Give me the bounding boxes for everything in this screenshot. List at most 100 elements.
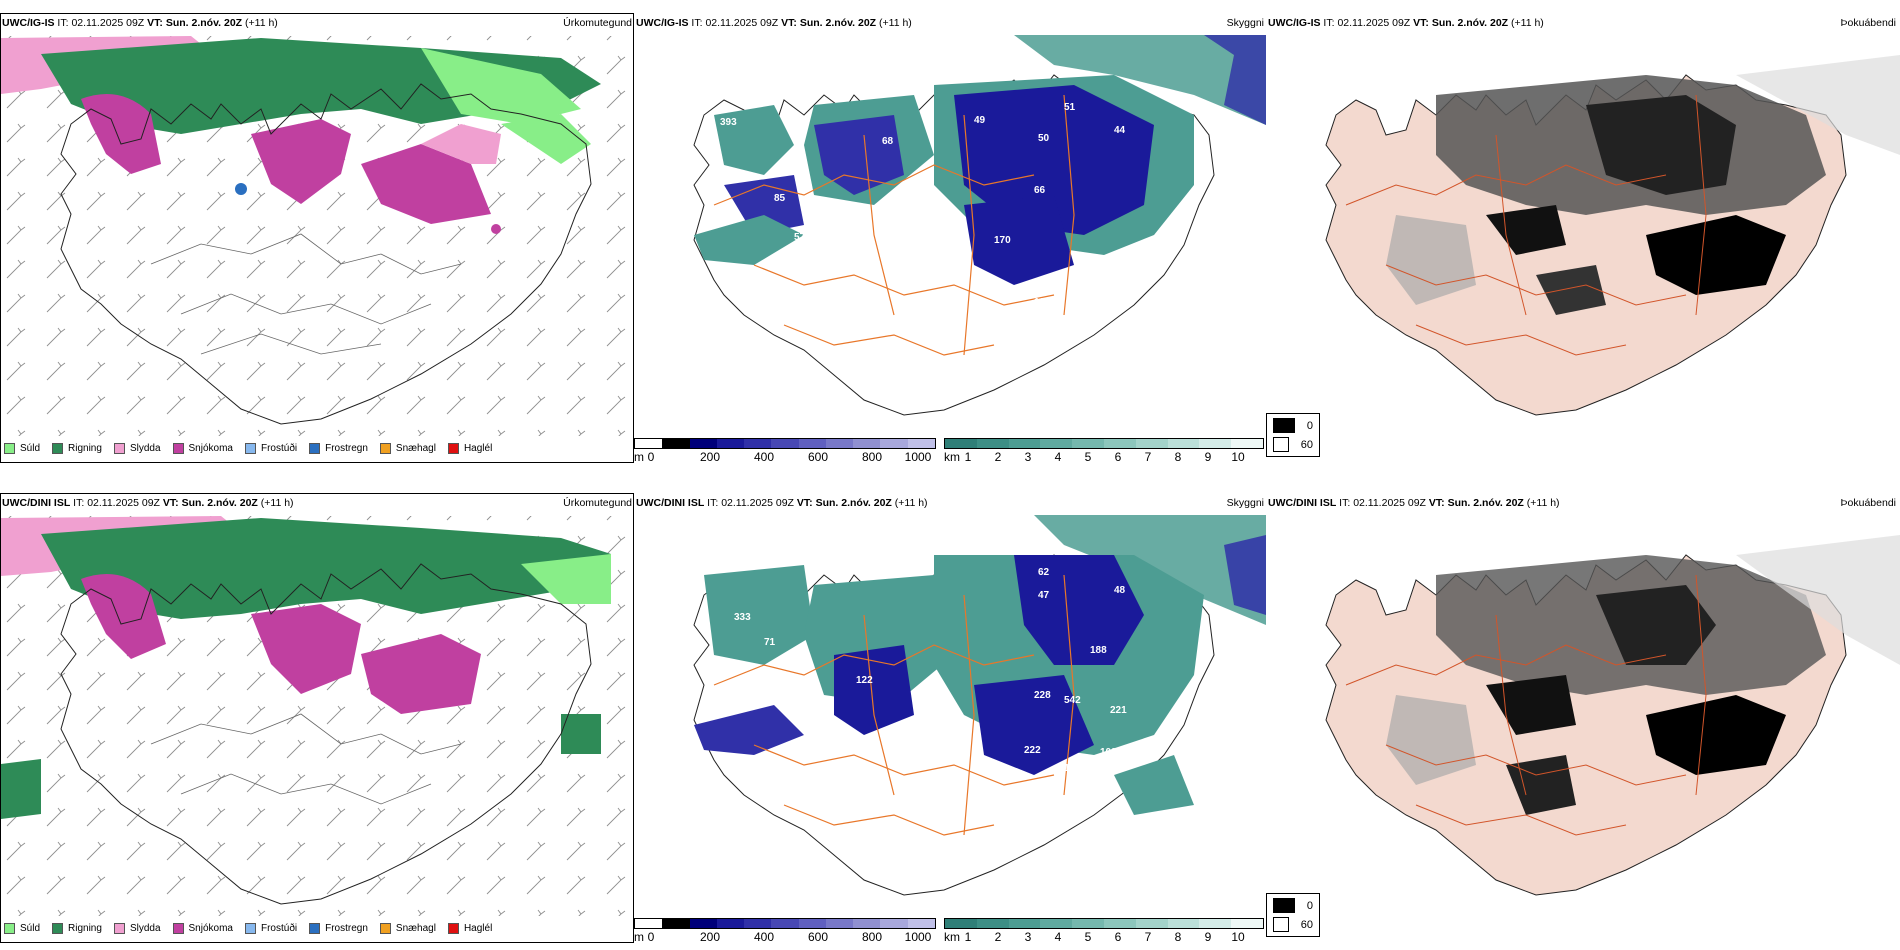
legend-swatch [4, 443, 15, 454]
precip-panel-bottom: UWC/DINI ISL IT: 02.11.2025 09Z VT: Sun.… [0, 493, 634, 943]
value-label: 44 [1114, 125, 1126, 136]
tick-label: 2 [994, 450, 1002, 464]
tick-label: 7 [1144, 930, 1152, 944]
tick-label: 2 [994, 930, 1002, 944]
value-label: 188 [1090, 645, 1107, 656]
legend-item: Haglél [447, 443, 492, 454]
cloud-panel-bottom: UWC/DINI ISL IT: 02.11.2025 09Z VT: Sun.… [634, 493, 1266, 944]
tick-label: 1000 [904, 930, 932, 944]
value-label: 393 [720, 117, 737, 128]
value-label: 85 [774, 193, 786, 204]
colorbar-scale [634, 918, 936, 929]
legend-item: Súld [4, 923, 40, 934]
tick-label: 3 [1024, 450, 1032, 464]
value-label: 204 [1230, 118, 1247, 129]
panel-title: UWC/IG-IS IT: 02.11.2025 09Z VT: Sun. 2.… [2, 17, 278, 29]
legend-item: Frostúði [244, 923, 297, 934]
legend-swatch [113, 923, 125, 934]
precip-map [0, 13, 634, 463]
value-label: 222 [1024, 745, 1041, 756]
panel-title: UWC/DINI ISL IT: 02.11.2025 09Z VT: Sun.… [2, 497, 294, 509]
legend-swatch [447, 923, 459, 934]
legend-item: Haglél [447, 923, 492, 934]
panel-type-label: Úrkomutegund [563, 497, 632, 509]
panel-type-label: Þokuábendi [1840, 17, 1896, 29]
colorbar-scale [944, 438, 1264, 449]
fog-legend-item: 0 [1273, 898, 1313, 913]
colorbar-unit: km [944, 450, 960, 464]
cloud-map: 230 333 71 54 122 62 47 48 188 228 542 2… [634, 515, 1266, 915]
tick-label: 1000 [904, 450, 932, 464]
tick-label: 4 [1054, 930, 1062, 944]
legend-swatch [4, 923, 15, 934]
legend-swatch [447, 443, 459, 454]
legend-swatch [379, 443, 391, 454]
tick-label: 6 [1114, 450, 1122, 464]
legend-item: Frostregn [309, 443, 368, 454]
cloud-panel-top: UWC/IG-IS IT: 02.11.2025 09Z VT: Sun. 2.… [634, 13, 1266, 464]
panel-type-label: Þokuábendi [1840, 497, 1896, 509]
tick-label: 1 [964, 930, 972, 944]
panel-type-label: Úrkomutegund [563, 17, 632, 29]
tick-label: 600 [807, 450, 829, 464]
legend-item: Snæhagl [379, 923, 436, 934]
tick-label: 400 [753, 450, 775, 464]
cloud-map: 208 393 74 85 68 57 49 51 50 44 66 170 1… [634, 35, 1266, 435]
precip-legend: Súld Rigning Slydda Snjókoma Frostúði Fr… [4, 923, 504, 934]
colorbar-unit: m [634, 930, 644, 944]
panel-type-label: Skyggni [1226, 17, 1264, 29]
height-colorbar: m 0 200 400 600 800 1000 [634, 918, 936, 944]
value-label: 54 [799, 695, 811, 706]
tick-label: 10 [1231, 450, 1245, 464]
legend-swatch [1273, 917, 1289, 932]
value-label: 109 [1100, 747, 1117, 758]
precip-map [0, 493, 634, 943]
value-label: 66 [1034, 185, 1046, 196]
legend-swatch [1273, 898, 1295, 913]
value-label: 62 [1038, 567, 1050, 578]
precip-panel-top: UWC/IG-IS IT: 02.11.2025 09Z VT: Sun. 2.… [0, 13, 634, 463]
value-label: 542 [1064, 695, 1081, 706]
tick-label: 200 [699, 450, 721, 464]
value-label: 122 [856, 675, 873, 686]
legend-swatch [244, 443, 256, 454]
fog-legend-item: 60 [1273, 917, 1313, 932]
map-value-labels: 208 393 74 85 68 57 49 51 50 44 66 170 1… [634, 35, 1266, 435]
legend-swatch [113, 443, 125, 454]
legend-swatch [52, 923, 64, 934]
legend-swatch [172, 443, 184, 454]
fog-map [1266, 515, 1900, 915]
tick-label: 600 [807, 930, 829, 944]
tick-label: 200 [699, 930, 721, 944]
legend-item: Rigning [52, 443, 102, 454]
visibility-colorbar: km 1 2 3 4 5 6 7 8 9 10 [944, 438, 1264, 464]
tick-label: 9 [1204, 930, 1212, 944]
legend-swatch [52, 443, 64, 454]
legend-swatch [309, 443, 321, 454]
colorbar-ticks: km 1 2 3 4 5 6 7 8 9 10 [944, 449, 1264, 464]
legend-item: Snjókoma [172, 923, 233, 934]
panel-title: UWC/IG-IS IT: 02.11.2025 09Z VT: Sun. 2.… [1268, 17, 1544, 29]
value-label: 71 [764, 637, 776, 648]
value-label: 68 [882, 136, 894, 147]
fog-panel-bottom: UWC/DINI ISL IT: 02.11.2025 09Z VT: Sun.… [1266, 493, 1900, 943]
value-label: 50 [1038, 133, 1050, 144]
legend-item: Slydda [113, 443, 161, 454]
panel-title: UWC/IG-IS IT: 02.11.2025 09Z VT: Sun. 2.… [636, 17, 912, 29]
value-label: 208 [746, 95, 763, 106]
panel-title: UWC/DINI ISL IT: 02.11.2025 09Z VT: Sun.… [1268, 497, 1560, 509]
tick-label: 800 [861, 930, 883, 944]
fog-legend-item: 0 [1273, 418, 1313, 433]
colorbar-ticks: m 0 200 400 600 800 1000 [634, 929, 936, 944]
legend-swatch [172, 923, 184, 934]
fog-legend-item: 60 [1273, 437, 1313, 452]
visibility-colorbar: km 1 2 3 4 5 6 7 8 9 10 [944, 918, 1264, 944]
colorbar-unit: km [944, 930, 960, 944]
fog-panel-top: UWC/IG-IS IT: 02.11.2025 09Z VT: Sun. 2.… [1266, 13, 1900, 463]
colorbar-unit: m [634, 450, 644, 464]
legend-item: Frostúði [244, 443, 297, 454]
legend-swatch [1273, 437, 1289, 452]
legend-item: Slydda [113, 923, 161, 934]
value-label: 48 [1114, 585, 1126, 596]
legend-swatch [1273, 418, 1295, 433]
